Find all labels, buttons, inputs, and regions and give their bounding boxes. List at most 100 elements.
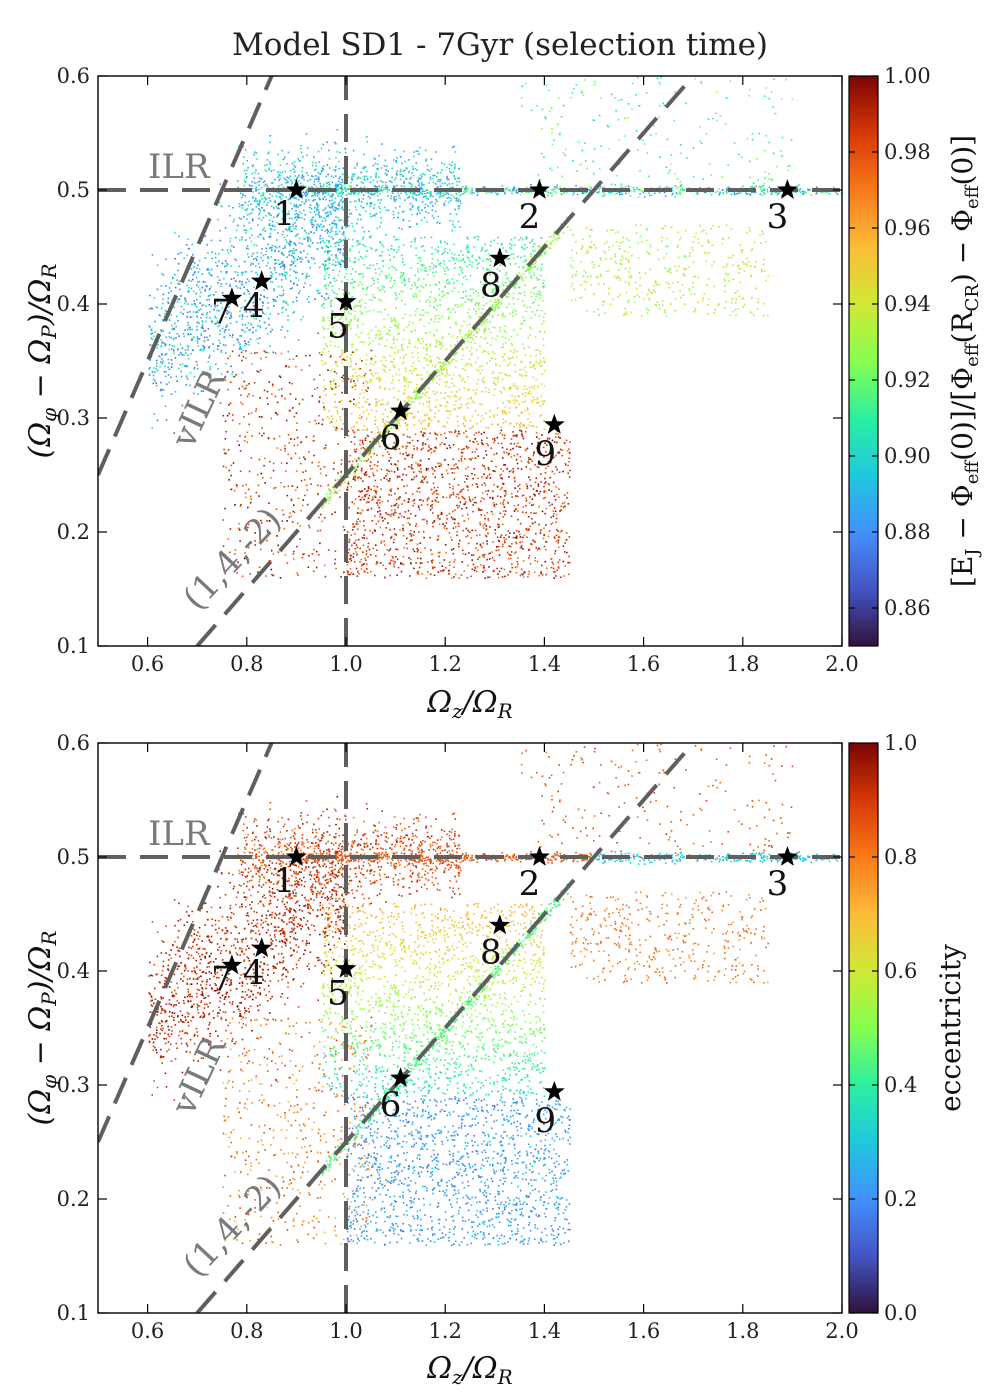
scatter-point: [438, 179, 440, 181]
scatter-point: [749, 186, 752, 188]
scatter-point: [434, 297, 436, 300]
scatter-point: [271, 273, 274, 275]
scatter-point: [408, 170, 410, 173]
scatter-point: [329, 344, 332, 347]
scatter-point: [417, 181, 420, 183]
scatter-point: [150, 337, 153, 339]
scatter-point: [346, 278, 349, 281]
scatter-point: [464, 364, 467, 367]
scatter-point: [336, 293, 339, 296]
scatter-point: [333, 379, 335, 382]
scatter-point: [323, 165, 325, 167]
scatter-point: [416, 448, 419, 451]
scatter-point: [307, 174, 309, 176]
scatter-point: [402, 261, 404, 263]
scatter-point: [284, 301, 287, 304]
scatter-point: [469, 192, 471, 195]
scatter-point: [515, 189, 518, 192]
scatter-point: [451, 182, 454, 185]
scatter-point: [508, 411, 510, 413]
scatter-point: [331, 285, 334, 287]
scatter-point: [402, 393, 405, 395]
scatter-point: [408, 278, 410, 280]
scatter-point: [461, 193, 464, 195]
scatter-point: [464, 189, 467, 191]
scatter-point: [536, 398, 539, 401]
scatter-point: [376, 426, 379, 428]
scatter-point: [477, 304, 480, 306]
scatter-point: [277, 153, 279, 156]
scatter-point: [505, 331, 507, 334]
scatter-point: [450, 382, 453, 384]
scatter-point: [439, 343, 441, 346]
scatter-point: [458, 191, 461, 194]
scatter-point: [196, 339, 199, 342]
scatter-point: [287, 304, 289, 306]
scatter-point: [457, 177, 459, 180]
scatter-point: [439, 191, 442, 194]
scatter-point: [391, 347, 393, 350]
scatter-point: [464, 301, 466, 303]
scatter-point: [183, 302, 186, 305]
scatter-point: [418, 420, 420, 422]
scatter-point: [300, 145, 302, 147]
scatter-point: [269, 193, 271, 195]
scatter-point: [378, 400, 381, 402]
scatter-point: [187, 354, 189, 357]
scatter-point: [195, 360, 198, 363]
scatter-point: [252, 258, 255, 260]
scatter-point: [426, 391, 428, 393]
scatter-point: [521, 300, 524, 302]
scatter-point: [439, 378, 441, 381]
scatter-point: [356, 164, 358, 167]
scatter-point: [483, 328, 485, 331]
scatter-point: [371, 299, 373, 301]
scatter-point: [362, 429, 365, 431]
scatter-point: [393, 317, 396, 320]
scatter-point: [322, 226, 324, 229]
scatter-point: [229, 237, 232, 240]
scatter-point: [365, 400, 367, 403]
scatter-point: [353, 191, 355, 194]
scatter-point: [459, 226, 461, 228]
scatter-point: [515, 350, 518, 353]
scatter-point: [495, 363, 497, 365]
scatter-point: [394, 282, 396, 285]
scatter-point: [413, 151, 415, 153]
scatter-point: [420, 504, 423, 506]
scatter-point: [540, 267, 543, 269]
scatter-point: [506, 306, 508, 309]
scatter-point: [193, 300, 195, 302]
scatter-point: [235, 285, 238, 287]
scatter-point: [553, 577, 555, 579]
scatter-point: [334, 223, 336, 225]
scatter-point: [411, 284, 413, 286]
scatter-point: [458, 273, 460, 276]
scatter-point: [259, 211, 261, 214]
scatter-point: [543, 491, 545, 493]
scatter-point: [283, 266, 286, 268]
scatter-point: [497, 307, 500, 309]
scatter-point: [202, 370, 205, 373]
scatter-point: [322, 168, 325, 170]
scatter-point: [313, 169, 316, 172]
scatter-point: [522, 260, 525, 263]
scatter-point: [497, 300, 500, 302]
scatter-point: [164, 342, 166, 345]
scatter-point: [276, 239, 278, 241]
scatter-point: [220, 350, 223, 353]
scatter-point: [246, 214, 249, 216]
scatter-point: [444, 426, 447, 428]
scatter-point: [403, 210, 405, 213]
scatter-point: [402, 271, 405, 274]
scatter-point: [314, 199, 317, 201]
scatter-point: [434, 248, 437, 251]
scatter-point: [325, 345, 328, 347]
scatter-point: [456, 504, 458, 507]
scatter-point: [262, 192, 264, 194]
scatter-point: [374, 214, 376, 217]
scatter-point: [369, 381, 372, 384]
scatter-point: [255, 152, 258, 154]
scatter-point: [250, 264, 252, 266]
scatter-point: [511, 542, 513, 545]
